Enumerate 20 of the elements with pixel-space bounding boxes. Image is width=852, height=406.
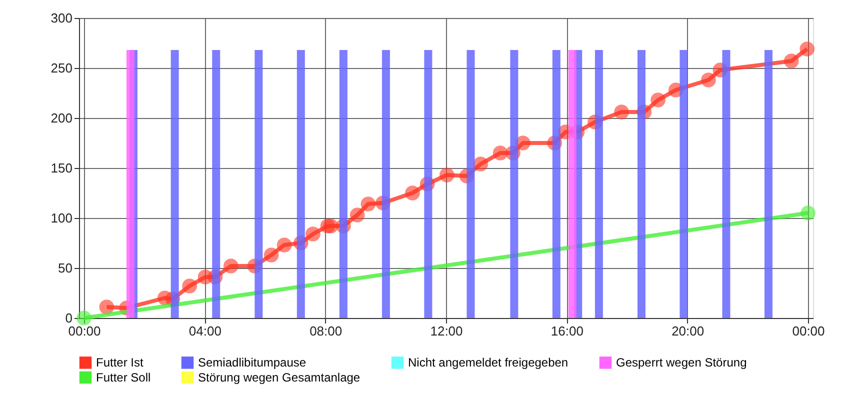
y-tick-label: 50: [58, 260, 72, 276]
x-tick-label: 04:00: [188, 324, 222, 338]
legend-label: Nicht angemeldet freigegeben: [408, 356, 568, 370]
legend-label: Futter Ist: [96, 356, 144, 370]
x-tick-label: 00:00: [792, 324, 825, 338]
legend-label: Störung wegen Gesamtanlage: [198, 370, 360, 384]
y-tick-label: 300: [50, 10, 72, 26]
x-tick-label: 08:00: [310, 324, 342, 338]
x-tick-label: 12:00: [430, 324, 463, 338]
y-tick-label: 0: [65, 310, 72, 326]
x-tick-label: 16:00: [550, 324, 584, 338]
legend-label: Semiadlibitumpause: [198, 356, 306, 370]
legend-label: Futter Soll: [96, 370, 151, 384]
x-tick-label: 20:00: [672, 324, 704, 338]
legend-label: Gesperrt wegen Störung: [616, 356, 747, 370]
y-tick-label: 100: [50, 210, 72, 226]
y-tick-label: 250: [50, 60, 72, 76]
y-tick-label: 200: [50, 110, 72, 126]
x-tick-label: 00:00: [68, 324, 101, 338]
y-tick-label: 150: [50, 160, 72, 176]
